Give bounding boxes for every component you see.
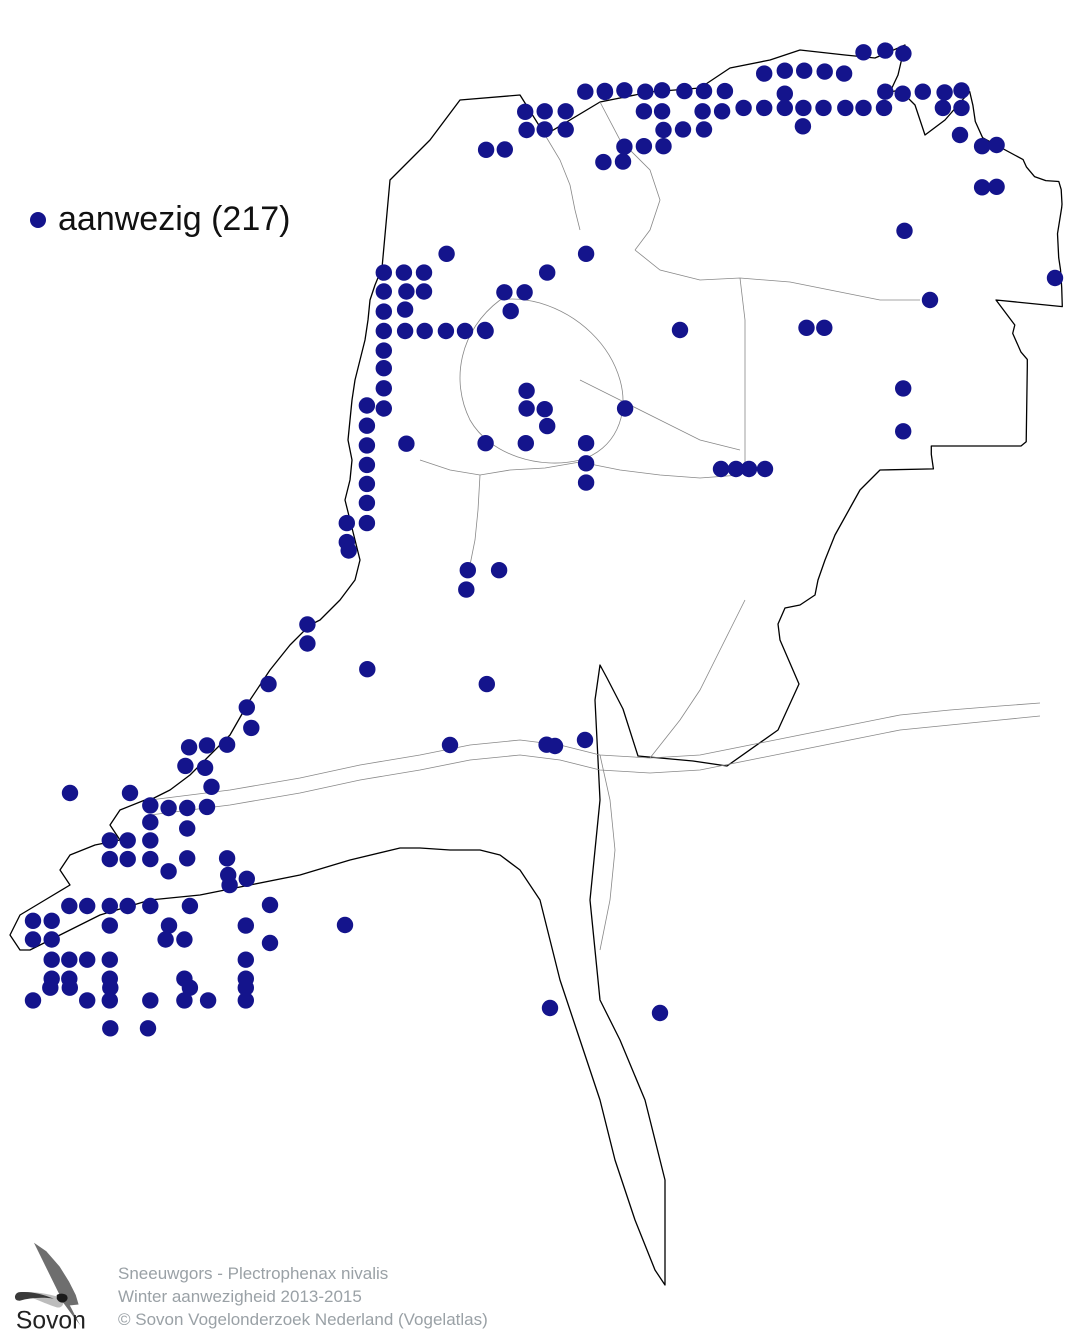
svg-text:Sovon: Sovon	[16, 1307, 86, 1333]
